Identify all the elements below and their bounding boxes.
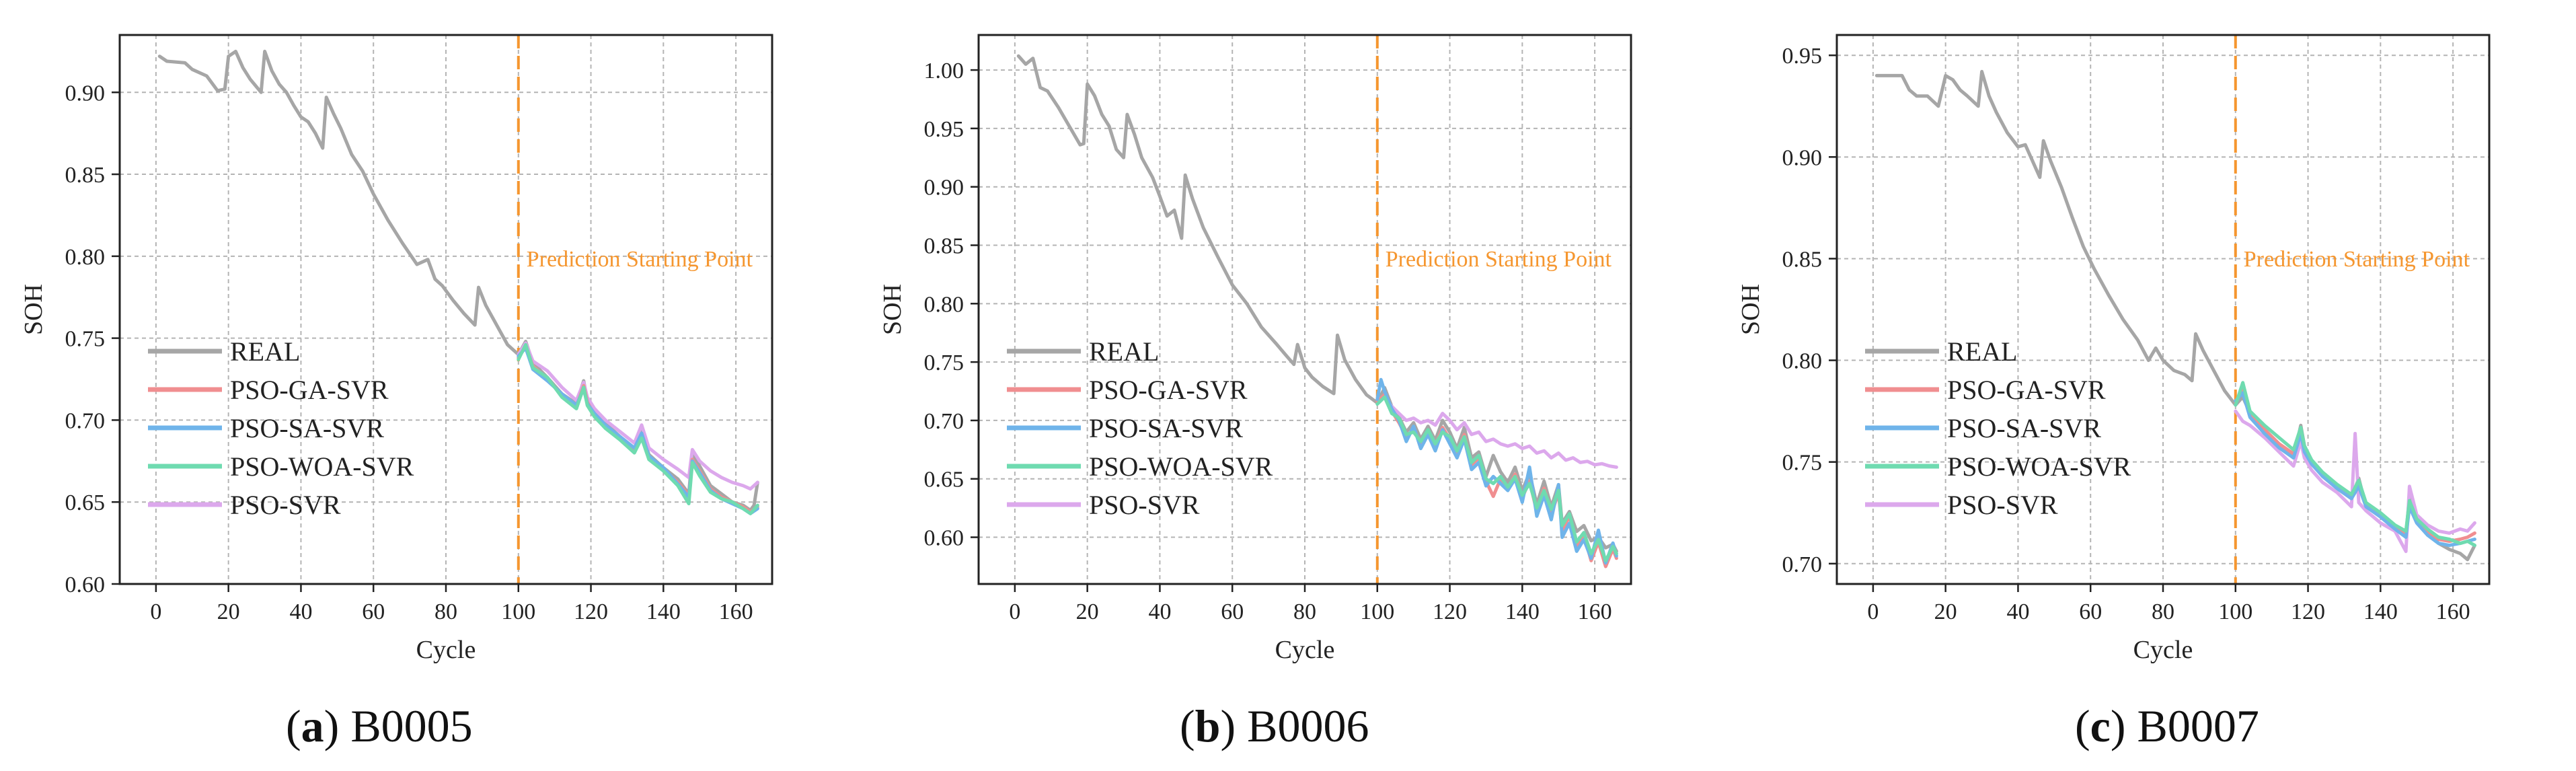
x-tick-label: 120 bbox=[574, 599, 608, 624]
x-tick-label: 160 bbox=[1578, 599, 1612, 624]
x-tick-label: 0 bbox=[1867, 599, 1879, 624]
x-axis-label: Cycle bbox=[1275, 636, 1335, 664]
y-tick-label: 0.80 bbox=[924, 292, 964, 317]
caption-letter-c: c bbox=[2090, 700, 2111, 751]
legend-label: REAL bbox=[230, 336, 300, 367]
y-tick-label: 0.75 bbox=[1782, 451, 1823, 476]
series-line-real bbox=[157, 49, 759, 512]
y-tick-label: 0.90 bbox=[65, 81, 106, 106]
caption-text-a: B0005 bbox=[350, 700, 473, 751]
x-tick-label: 140 bbox=[2363, 599, 2398, 624]
legend-label: PSO-GA-SVR bbox=[1089, 375, 1248, 405]
y-tick-label: 0.95 bbox=[1782, 44, 1823, 69]
legend-label: PSO-GA-SVR bbox=[230, 375, 389, 405]
y-tick-label: 0.80 bbox=[1782, 349, 1823, 374]
x-tick-label: 40 bbox=[289, 599, 312, 624]
x-tick-label: 60 bbox=[362, 599, 385, 624]
x-tick-label: 80 bbox=[2152, 599, 2174, 624]
x-tick-label: 40 bbox=[2006, 599, 2029, 624]
caption-a: (a) B0005 bbox=[286, 700, 473, 751]
series-line-pso-woa-svr bbox=[517, 342, 759, 515]
y-tick-label: 0.70 bbox=[1782, 552, 1823, 577]
prediction-start-annotation: Prediction Starting Point bbox=[1386, 247, 1612, 272]
prediction-start-annotation: Prediction Starting Point bbox=[527, 247, 753, 272]
plot-frame bbox=[1835, 34, 2491, 585]
x-tick-label: 20 bbox=[1934, 599, 1957, 624]
legend-label: PSO-SVR bbox=[1947, 490, 2058, 520]
x-tick-label: 60 bbox=[2079, 599, 2102, 624]
legend-label: PSO-WOA-SVR bbox=[230, 451, 414, 482]
y-tick-label: 0.65 bbox=[65, 490, 106, 515]
legend-label: PSO-WOA-SVR bbox=[1947, 451, 2131, 482]
y-tick-label: 0.90 bbox=[1782, 145, 1823, 170]
legend-label: PSO-SA-SVR bbox=[230, 413, 384, 443]
x-tick-label: 100 bbox=[1360, 599, 1394, 624]
series-line-pso-woa-svr bbox=[1375, 395, 1618, 562]
y-tick-label: 0.75 bbox=[65, 327, 106, 352]
caption-letter-a: a bbox=[301, 700, 324, 751]
series-line-pso-ga-svr bbox=[517, 344, 759, 514]
caption-c: (c) B0007 bbox=[2075, 700, 2259, 751]
chart-panel-b: 0 20 40 60 80 100 120 140 160 0.60 0.65 0.70 0.75 0.8… bbox=[878, 34, 1632, 664]
x-tick-label: 0 bbox=[150, 599, 161, 624]
plot-frame bbox=[118, 34, 773, 585]
series-line-pso-svr bbox=[517, 341, 759, 491]
x-axis-label: Cycle bbox=[416, 636, 476, 664]
x-tick-label: 20 bbox=[1076, 599, 1099, 624]
x-tick-label: 80 bbox=[1293, 599, 1316, 624]
x-tick-label: 140 bbox=[1505, 599, 1540, 624]
x-tick-label: 100 bbox=[501, 599, 535, 624]
y-tick-label: 0.95 bbox=[924, 117, 964, 142]
chart-panel-c: 0 20 40 60 80 100 120 140 160 0.70 0.75 0.80 0.85 0.9… bbox=[1737, 34, 2491, 664]
x-tick-label: 80 bbox=[434, 599, 457, 624]
series-line-pso-svr bbox=[1375, 395, 1618, 469]
prediction-start-annotation: Prediction Starting Point bbox=[2244, 247, 2470, 272]
x-tick-label: 120 bbox=[1433, 599, 1467, 624]
series-line-pso-svr bbox=[2234, 409, 2476, 554]
y-tick-label: 0.70 bbox=[924, 409, 964, 434]
y-tick-label: 0.90 bbox=[924, 176, 964, 200]
y-axis-label: SOH bbox=[1737, 284, 1765, 335]
x-tick-label: 160 bbox=[719, 599, 753, 624]
x-tick-label: 60 bbox=[1221, 599, 1244, 624]
y-tick-label: 0.85 bbox=[65, 163, 106, 188]
series-line-real bbox=[1874, 69, 2476, 562]
caption-b: (b) B0006 bbox=[1180, 700, 1369, 751]
y-axis-label: SOH bbox=[878, 284, 907, 335]
y-tick-label: 0.75 bbox=[924, 351, 964, 375]
y-tick-label: 0.60 bbox=[924, 526, 964, 551]
x-tick-label: 100 bbox=[2218, 599, 2252, 624]
x-tick-label: 140 bbox=[646, 599, 681, 624]
y-tick-label: 0.70 bbox=[65, 408, 106, 433]
y-tick-label: 1.00 bbox=[924, 59, 964, 83]
caption-text-c: B0007 bbox=[2137, 700, 2259, 751]
legend-label: PSO-SA-SVR bbox=[1947, 413, 2101, 443]
legend-label: PSO-SVR bbox=[230, 490, 341, 520]
x-tick-label: 0 bbox=[1009, 599, 1020, 624]
y-axis-label: SOH bbox=[20, 284, 48, 335]
chart-panel-a: 0 20 40 60 80 100 120 140 160 0.60 0.65 0.70 0.75 0.8… bbox=[20, 34, 773, 664]
legend-label: PSO-SA-SVR bbox=[1089, 413, 1243, 443]
series-line-pso-sa-svr bbox=[2234, 391, 2476, 548]
y-tick-label: 0.80 bbox=[65, 245, 106, 270]
caption-letter-b: b bbox=[1195, 700, 1221, 751]
x-tick-label: 120 bbox=[2291, 599, 2325, 624]
legend-label: PSO-WOA-SVR bbox=[1089, 451, 1273, 482]
x-axis-label: Cycle bbox=[2133, 636, 2193, 664]
legend-label: PSO-SVR bbox=[1089, 490, 1200, 520]
x-tick-label: 160 bbox=[2436, 599, 2470, 624]
legend-label: PSO-GA-SVR bbox=[1947, 375, 2106, 405]
caption-text-b: B0006 bbox=[1247, 700, 1369, 751]
x-tick-label: 20 bbox=[217, 599, 240, 624]
plot-frame bbox=[977, 34, 1632, 585]
legend-label: REAL bbox=[1947, 336, 2017, 367]
y-tick-label: 0.85 bbox=[1782, 247, 1823, 272]
y-tick-label: 0.85 bbox=[924, 234, 964, 259]
series-line-pso-woa-svr bbox=[2234, 381, 2476, 548]
y-tick-label: 0.60 bbox=[65, 573, 106, 597]
y-tick-label: 0.65 bbox=[924, 468, 964, 492]
legend-label: REAL bbox=[1089, 336, 1159, 367]
x-tick-label: 40 bbox=[1148, 599, 1171, 624]
